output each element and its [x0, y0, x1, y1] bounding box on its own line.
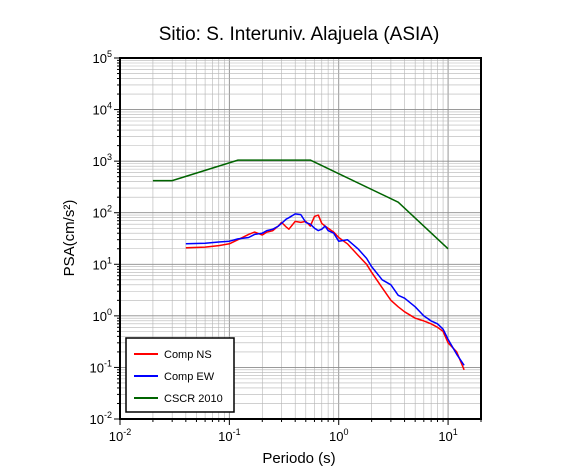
- series-line-2: [185, 213, 465, 366]
- y-tick-label: 101: [93, 255, 112, 272]
- x-tick-label-exponent: 1: [453, 427, 458, 437]
- x-tick-label: 101: [438, 427, 457, 444]
- y-tick-label-base: 10: [90, 412, 104, 427]
- y-tick-label-exponent: 5: [107, 49, 112, 59]
- y-tick-label: 10-2: [90, 410, 112, 427]
- y-tick-label: 105: [93, 49, 112, 66]
- legend-box: [125, 337, 235, 413]
- y-axis-label: PSA(cm/s²): [61, 200, 78, 277]
- y-tick-label: 10-1: [90, 358, 112, 375]
- x-tick-label-base: 10: [109, 429, 123, 444]
- y-tick-label: 102: [93, 204, 112, 221]
- y-tick-label-exponent: 3: [107, 152, 112, 162]
- y-tick-label-exponent: -1: [104, 358, 112, 368]
- x-tick-label-base: 10: [218, 429, 232, 444]
- y-tick-label: 104: [93, 101, 112, 118]
- legend-items: Comp NS Comp EW CSCR 2010: [134, 349, 223, 405]
- x-tick-label-exponent: -2: [123, 427, 131, 437]
- y-tick-label-base: 10: [93, 103, 107, 118]
- x-tick-label-base: 10: [438, 429, 452, 444]
- series-layer: [152, 159, 465, 371]
- grid: [119, 57, 482, 420]
- y-tick-label-exponent: -2: [104, 410, 112, 420]
- y-tick-label-base: 10: [90, 360, 104, 375]
- x-tick-label: 10-1: [218, 427, 240, 444]
- y-tick-label-base: 10: [93, 257, 107, 272]
- y-tick-label: 100: [93, 307, 112, 324]
- x-tick-labels: 10-2 10-1 100 101: [109, 427, 458, 444]
- x-tick-label: 10-2: [109, 427, 131, 444]
- y-tick-label-exponent: 2: [107, 204, 112, 214]
- y-tick-label-base: 10: [93, 51, 107, 66]
- x-tick-label-base: 10: [329, 429, 343, 444]
- y-tick-label-base: 10: [93, 206, 107, 221]
- x-tick-label-exponent: 0: [343, 427, 348, 437]
- chart-title: Sitio: S. Interuniv. Alajuela (ASIA): [159, 24, 440, 45]
- y-tick-label-base: 10: [93, 309, 107, 324]
- plot-frame: [119, 57, 482, 420]
- x-axis-label: Periodo (s): [262, 450, 335, 467]
- x-tick-label: 100: [329, 427, 348, 444]
- series-line-3: [152, 159, 449, 250]
- y-tick-label: 103: [93, 152, 112, 169]
- legend: Comp NS Comp EW CSCR 2010: [125, 337, 235, 413]
- axis-ticks: [114, 57, 482, 425]
- y-tick-label-exponent: 4: [107, 101, 112, 111]
- y-tick-label-base: 10: [93, 154, 107, 169]
- y-tick-label-exponent: 1: [107, 255, 112, 265]
- x-tick-label-exponent: -1: [233, 427, 241, 437]
- legend-label: Comp EW: [164, 371, 215, 383]
- y-tick-label-exponent: 0: [107, 307, 112, 317]
- legend-label: CSCR 2010: [164, 393, 223, 405]
- legend-label: Comp NS: [164, 349, 212, 361]
